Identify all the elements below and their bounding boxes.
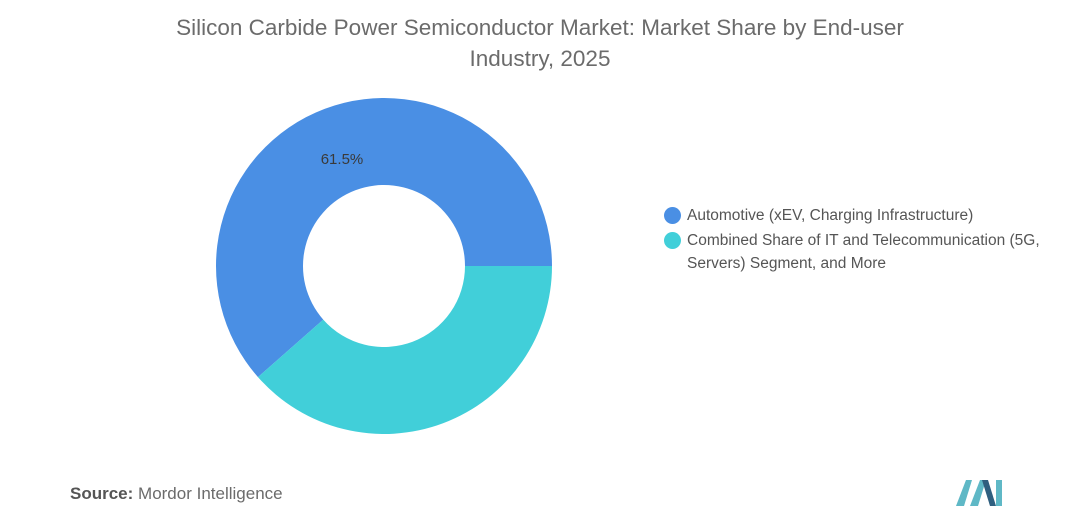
legend-swatch-it-telecom	[664, 232, 681, 249]
source-note: Source: Mordor Intelligence	[70, 484, 283, 504]
chart-title: Silicon Carbide Power Semiconductor Mark…	[176, 15, 904, 71]
mordor-intelligence-logo-icon	[956, 480, 1002, 506]
donut-slices	[216, 98, 553, 435]
legend-swatch-automotive	[664, 207, 681, 224]
legend-item-automotive: Automotive (xEV, Charging Infrastructure…	[664, 204, 1044, 227]
legend: Automotive (xEV, Charging Infrastructure…	[664, 204, 1044, 277]
legend-label-it-telecom: Combined Share of IT and Telecommunicati…	[687, 232, 1040, 272]
source-text: Mordor Intelligence	[138, 484, 283, 503]
slice-label-slice-automotive: 61.5%	[321, 151, 364, 168]
source-label: Source:	[70, 484, 134, 503]
slice-it-telecom	[257, 266, 552, 435]
slice-labels: 61.5%	[321, 151, 364, 168]
legend-item-it-telecom: Combined Share of IT and Telecommunicati…	[664, 229, 1044, 275]
slice-automotive	[216, 98, 553, 378]
legend-label-automotive: Automotive (xEV, Charging Infrastructure…	[687, 207, 974, 224]
